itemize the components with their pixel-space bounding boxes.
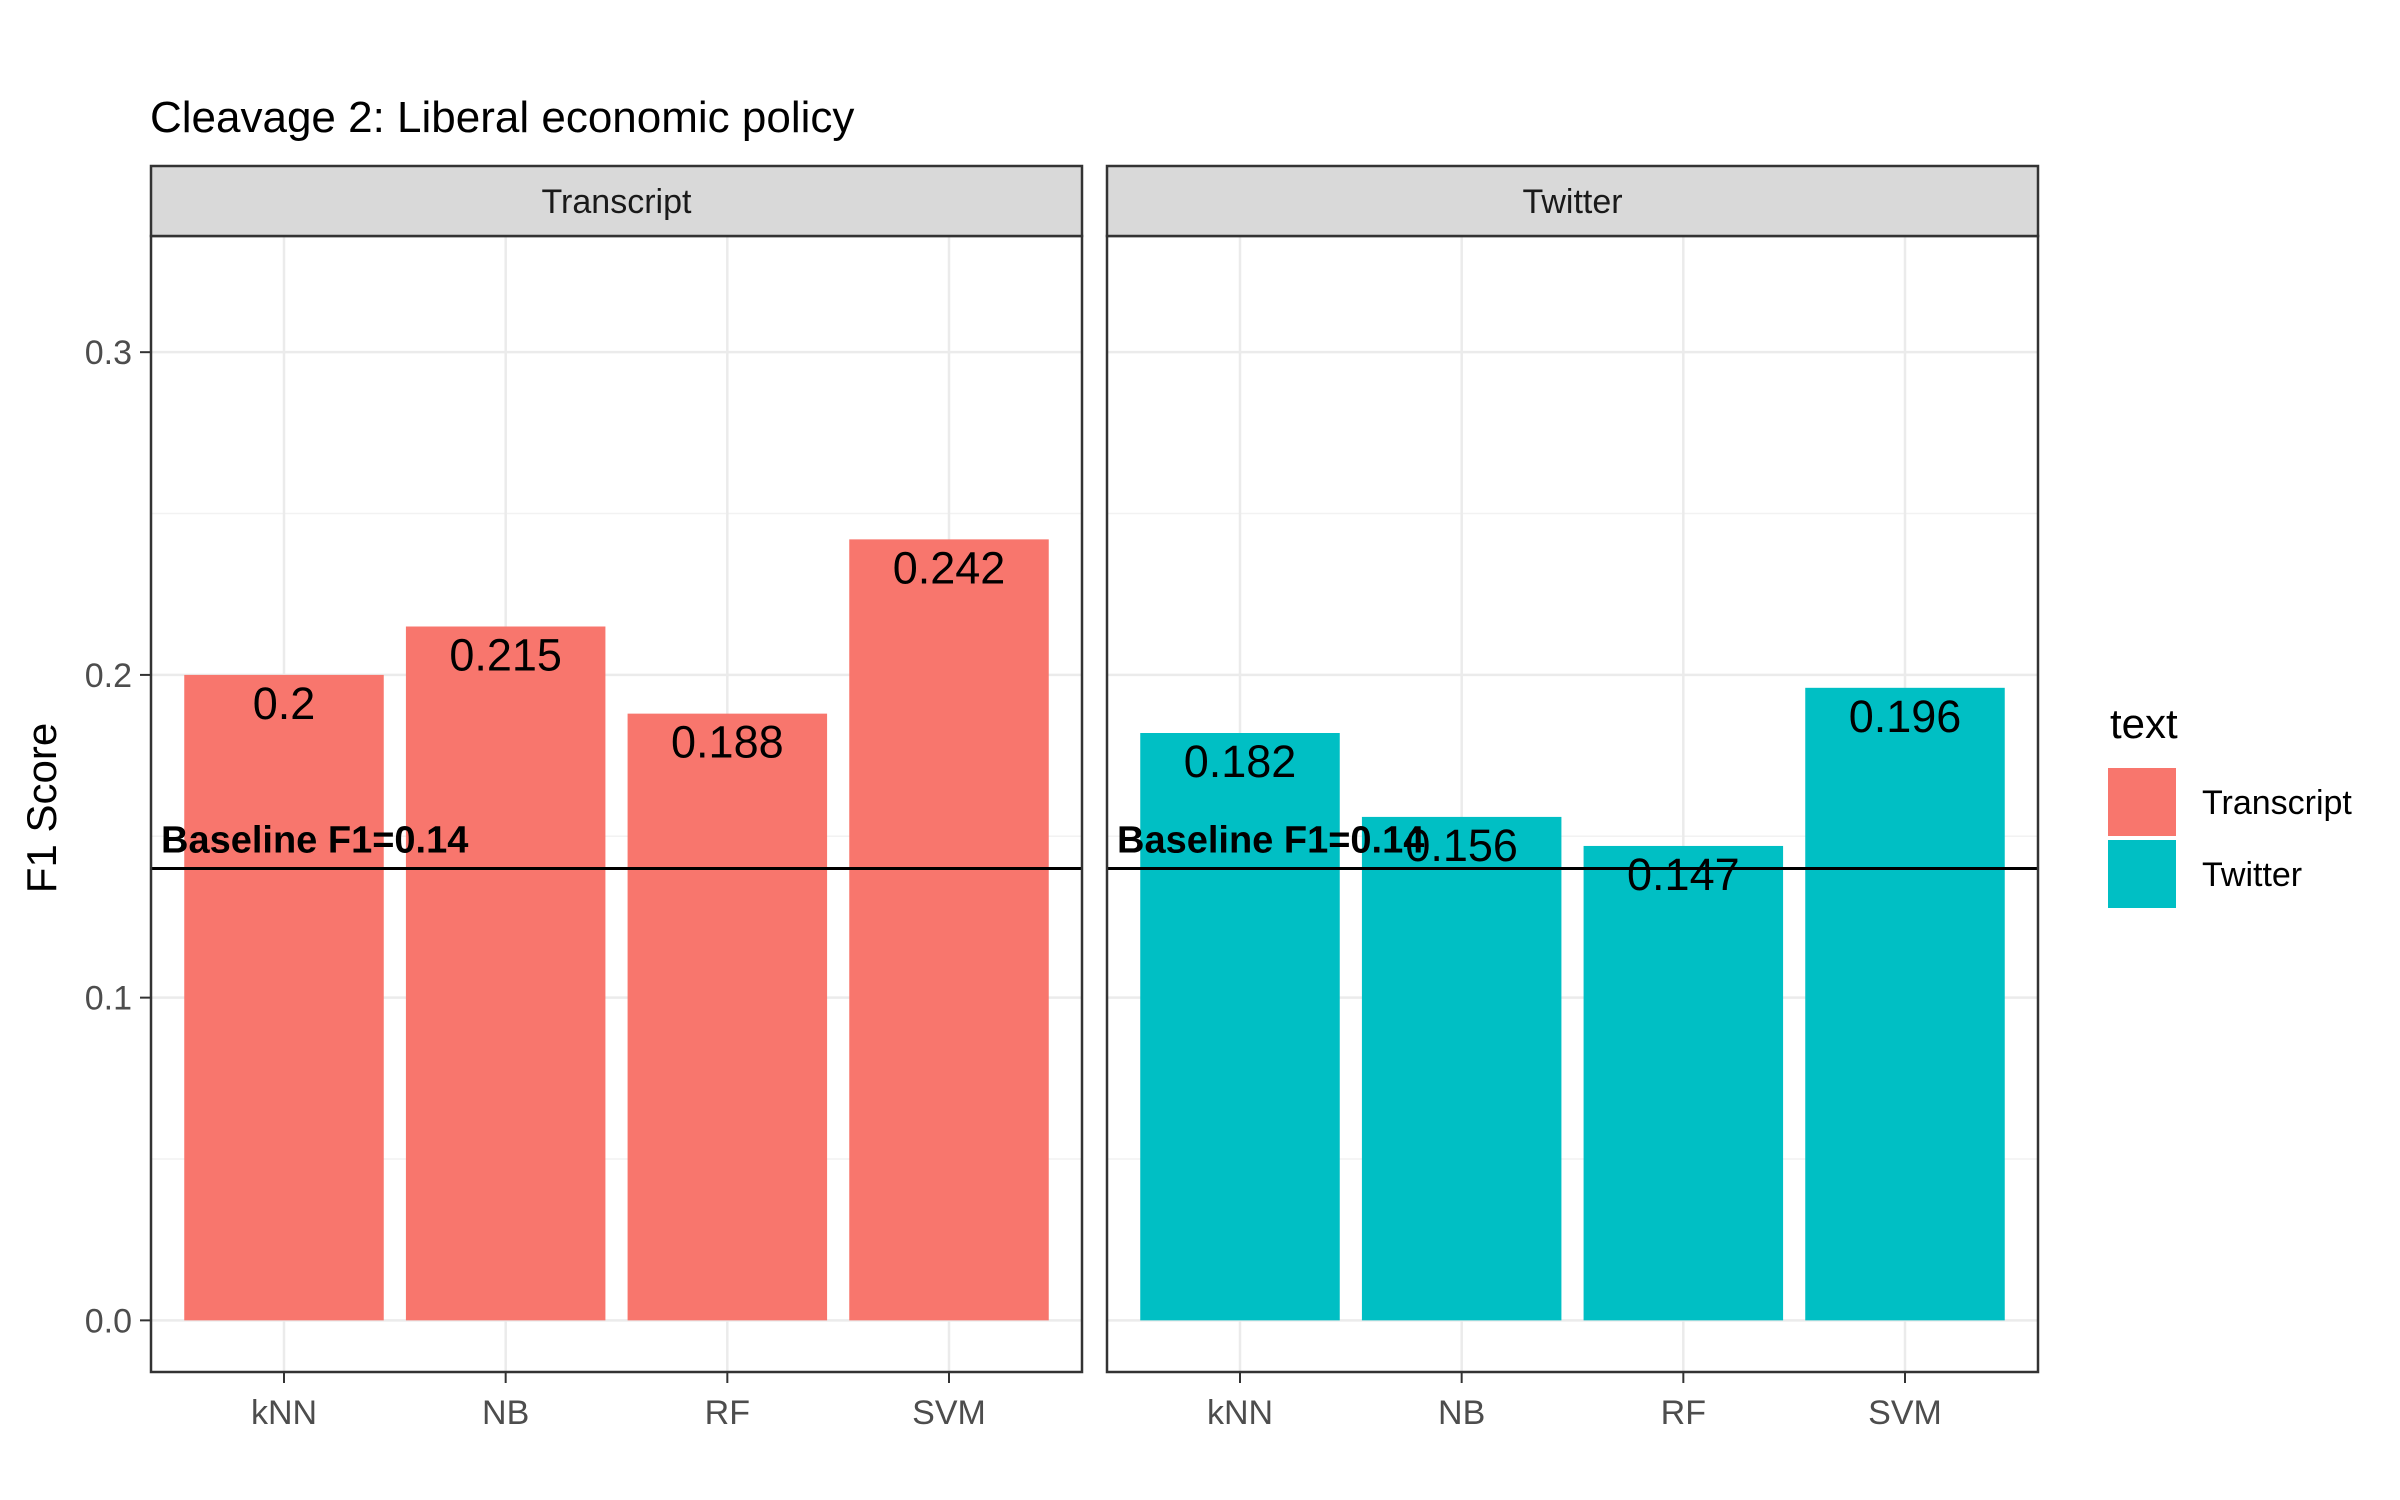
bar-twitter-knn — [1140, 733, 1340, 1321]
y-tick-label: 0.3 — [85, 334, 132, 372]
facet-strip — [149, 164, 1084, 238]
facet-panels: 0.2 0.215 0.188 0.242 Baseline F1=0.14 Transc… — [149, 164, 2040, 1432]
facet-strip — [1105, 164, 2040, 238]
y-tick-label: 0.2 — [85, 657, 132, 695]
bar-transcript-rf — [627, 713, 828, 1321]
y-axis-ticks: 0.0 0.1 0.2 0.3 — [85, 334, 151, 1340]
x-tick-label: SVM — [912, 1394, 986, 1432]
bar-twitter-nb — [1361, 816, 1562, 1321]
facet-panel-transcript: 0.2 0.215 0.188 0.242 Baseline F1=0.14 Transc… — [149, 164, 1084, 1432]
bar-value-label: 0.188 — [671, 717, 784, 768]
bar-twitter-rf — [1583, 845, 1784, 1321]
x-tick-label: kNN — [1207, 1394, 1273, 1432]
baseline-label: Baseline F1=0.14 — [1117, 820, 1424, 862]
bar-value-label: 0.182 — [1184, 736, 1297, 787]
legend: text Transcript Twitter — [2108, 700, 2352, 908]
legend-label: Twitter — [2202, 856, 2302, 894]
x-tick-label: NB — [1438, 1394, 1485, 1432]
x-tick-label: RF — [1661, 1394, 1706, 1432]
legend-label: Transcript — [2202, 784, 2352, 822]
bar-value-label: 0.242 — [893, 542, 1006, 593]
bar-value-label: 0.196 — [1849, 691, 1962, 742]
bar-transcript-nb — [405, 626, 606, 1321]
bar-transcript-svm — [849, 539, 1049, 1321]
chart-title: Cleavage 2: Liberal economic policy — [150, 93, 854, 142]
baseline-label: Baseline F1=0.14 — [161, 820, 468, 862]
bar-transcript-knn — [184, 674, 384, 1321]
bar-twitter-svm — [1805, 687, 2005, 1321]
x-tick-label: SVM — [1868, 1394, 1942, 1432]
facet-strip-label: Twitter — [1522, 183, 1622, 221]
y-axis-title: F1 Score — [18, 723, 65, 893]
bar-value-label: 0.2 — [253, 678, 316, 729]
y-tick-label: 0.0 — [85, 1302, 132, 1340]
bar-value-label: 0.156 — [1405, 820, 1518, 871]
legend-items: Transcript Twitter — [2108, 768, 2352, 908]
y-tick-label: 0.1 — [85, 980, 132, 1018]
legend-key-twitter — [2108, 840, 2176, 908]
bar-value-label: 0.215 — [449, 630, 562, 681]
facet-strip-label: Transcript — [542, 183, 692, 221]
x-tick-label: NB — [482, 1394, 529, 1432]
x-tick-label: kNN — [251, 1394, 317, 1432]
legend-title: text — [2110, 700, 2178, 747]
legend-key-transcript — [2108, 768, 2176, 836]
bar-value-label: 0.147 — [1627, 849, 1740, 900]
facet-panel-twitter: 0.182 0.156 0.147 0.196 Baseline F1=0.14 Twit… — [1105, 164, 2040, 1432]
x-tick-label: RF — [705, 1394, 750, 1432]
